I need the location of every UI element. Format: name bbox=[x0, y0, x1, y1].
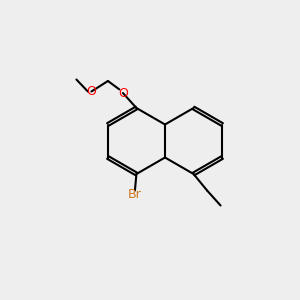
Text: Br: Br bbox=[128, 188, 142, 202]
Text: O: O bbox=[118, 86, 128, 100]
Text: O: O bbox=[86, 85, 96, 98]
